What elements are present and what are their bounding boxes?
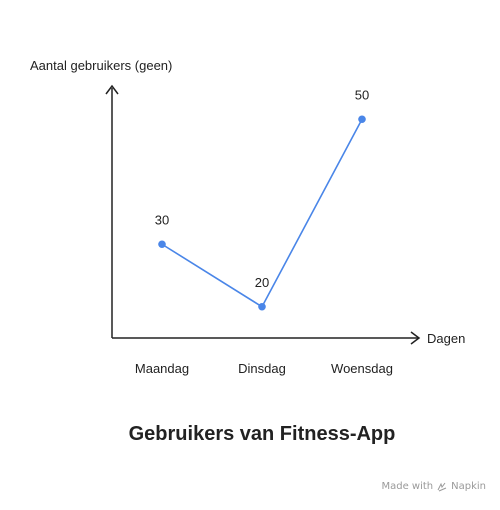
chart-marks: 30 Maandag 20 Dinsdag 50 Woensdag	[135, 87, 393, 376]
chart-title: Gebruikers van Fitness-App	[129, 423, 396, 445]
x-axis-arrow	[410, 331, 421, 345]
x-tick-label-woensdag: Woensdag	[331, 361, 393, 376]
y-axis-title: Aantal gebruikers (geen)	[30, 58, 172, 73]
data-point-maandag	[158, 240, 166, 249]
data-label-woensdag: 50	[355, 87, 369, 102]
data-point-woensdag	[358, 115, 366, 124]
data-label-maandag: 30	[155, 212, 169, 227]
x-tick-label-maandag: Maandag	[135, 361, 189, 376]
y-axis-arrow	[105, 84, 119, 95]
made-with-footer: Made with Napkin	[381, 481, 486, 492]
data-label-dinsdag: 20	[255, 275, 269, 290]
data-point-dinsdag	[258, 302, 266, 311]
x-tick-label-dinsdag: Dinsdag	[238, 361, 286, 376]
x-axis-title: Dagen	[427, 331, 465, 346]
napkin-icon	[437, 482, 447, 492]
napkin-brand: Napkin	[451, 481, 486, 492]
made-with-label: Made with	[381, 481, 434, 492]
